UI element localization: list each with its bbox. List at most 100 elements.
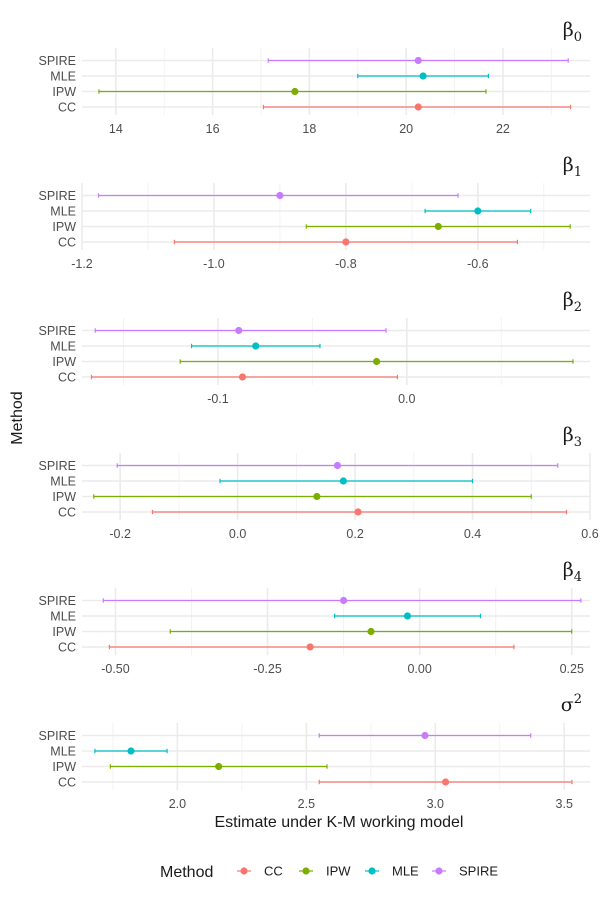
- panel-title-symbol: σ: [561, 694, 574, 716]
- point-estimate-ipw: [367, 627, 375, 636]
- method-label: MLE: [50, 610, 76, 624]
- x-tick-label: 0.25: [560, 662, 584, 676]
- legend-label-ipw: IPW: [326, 864, 351, 879]
- point-estimate-cc: [441, 778, 450, 786]
- method-label: MLE: [50, 70, 76, 84]
- legend-label-mle: MLE: [392, 864, 419, 879]
- x-tick-label: -1.2: [71, 257, 93, 271]
- point-estimate-cc: [414, 103, 422, 111]
- method-label: IPW: [52, 85, 76, 99]
- panel-title: β2: [563, 289, 582, 315]
- panel-title: β1: [563, 154, 582, 180]
- panel-title-symbol: β: [563, 19, 574, 41]
- method-label: MLE: [50, 340, 76, 354]
- legend-label-spire: SPIRE: [459, 864, 498, 879]
- point-estimate-spire: [340, 596, 348, 605]
- x-axis-title: Estimate under K-M working model: [215, 814, 464, 831]
- method-label: IPW: [52, 490, 76, 504]
- panel-title-subscript: 0: [574, 30, 582, 45]
- x-tick-label: 2.0: [169, 797, 186, 811]
- legend: Method CC IPW MLE SPIRE: [160, 864, 498, 882]
- method-label: CC: [58, 371, 76, 385]
- x-tick-label: 0.0: [229, 527, 246, 541]
- method-label: CC: [58, 236, 76, 250]
- panel-title: β0: [563, 19, 582, 45]
- legend-key-point-cc: [240, 867, 248, 875]
- method-label: SPIRE: [38, 459, 76, 473]
- method-label: SPIRE: [38, 324, 76, 338]
- method-label: SPIRE: [38, 594, 76, 608]
- panel-title-superscript: 2: [574, 692, 582, 707]
- x-tick-label: -0.8: [335, 257, 357, 271]
- panel-title-symbol: β: [563, 559, 574, 581]
- x-tick-label: 22: [496, 122, 510, 136]
- method-label: CC: [58, 506, 76, 520]
- method-label: SPIRE: [38, 189, 76, 203]
- point-estimate-spire: [414, 56, 422, 65]
- method-label: SPIRE: [38, 54, 76, 68]
- x-tick-label: 0.6: [581, 527, 598, 541]
- point-estimate-ipw: [291, 87, 299, 96]
- method-label: IPW: [52, 355, 76, 369]
- point-estimate-ipw: [313, 492, 321, 501]
- x-tick-label: -0.2: [109, 527, 131, 541]
- x-tick-label: -1.0: [203, 257, 225, 271]
- x-tick-label: -0.50: [101, 662, 130, 676]
- x-tick-label: 0.2: [346, 527, 363, 541]
- point-estimate-spire: [276, 191, 284, 200]
- panel-title-subscript: 1: [574, 165, 582, 180]
- point-estimate-cc: [354, 508, 362, 516]
- point-estimate-spire: [333, 461, 342, 470]
- point-estimate-spire: [421, 731, 429, 740]
- panel-title: β4: [563, 559, 582, 585]
- point-estimate-spire: [235, 326, 243, 335]
- x-tick-label: 0.00: [407, 662, 431, 676]
- point-estimate-cc: [238, 373, 247, 381]
- point-estimate-mle: [339, 477, 347, 485]
- method-label: CC: [58, 641, 76, 655]
- x-tick-label: 3.0: [427, 797, 444, 811]
- x-tick-label: -0.6: [467, 257, 489, 271]
- method-label: SPIRE: [38, 729, 76, 743]
- panel-title-symbol: β: [563, 154, 574, 176]
- point-estimate-cc: [306, 643, 314, 651]
- legend-key-point-mle: [368, 867, 376, 875]
- x-tick-label: -0.25: [253, 662, 282, 676]
- panel-title-symbol: β: [563, 289, 574, 311]
- legend-label-cc: CC: [264, 864, 283, 879]
- y-axis-title: Method: [9, 391, 26, 444]
- point-estimate-mle: [252, 342, 260, 350]
- panel-title: β3: [563, 424, 582, 450]
- method-label: IPW: [52, 625, 76, 639]
- x-tick-label: 2.5: [298, 797, 315, 811]
- legend-key-point-spire: [435, 867, 443, 875]
- panel-title-subscript: 4: [574, 570, 582, 585]
- point-estimate-ipw: [434, 222, 442, 231]
- x-tick-label: 0.0: [398, 392, 415, 406]
- method-label: MLE: [50, 205, 76, 219]
- panel-title-subscript: 2: [574, 300, 582, 315]
- point-estimate-mle: [474, 207, 482, 215]
- method-label: CC: [58, 101, 76, 115]
- x-tick-label: -0.1: [207, 392, 229, 406]
- point-estimate-ipw: [215, 762, 223, 771]
- method-label: CC: [58, 776, 76, 790]
- x-tick-label: 18: [302, 122, 316, 136]
- point-estimate-ipw: [373, 357, 381, 366]
- point-estimate-cc: [342, 238, 350, 246]
- point-estimate-mle: [127, 747, 135, 755]
- method-label: MLE: [50, 745, 76, 759]
- point-estimate-mle: [403, 612, 412, 620]
- method-label: IPW: [52, 220, 76, 234]
- x-tick-label: 0.4: [464, 527, 481, 541]
- legend-key-point-ipw: [302, 867, 310, 875]
- x-tick-label: 20: [399, 122, 413, 136]
- x-tick-label: 16: [206, 122, 220, 136]
- method-label: MLE: [50, 475, 76, 489]
